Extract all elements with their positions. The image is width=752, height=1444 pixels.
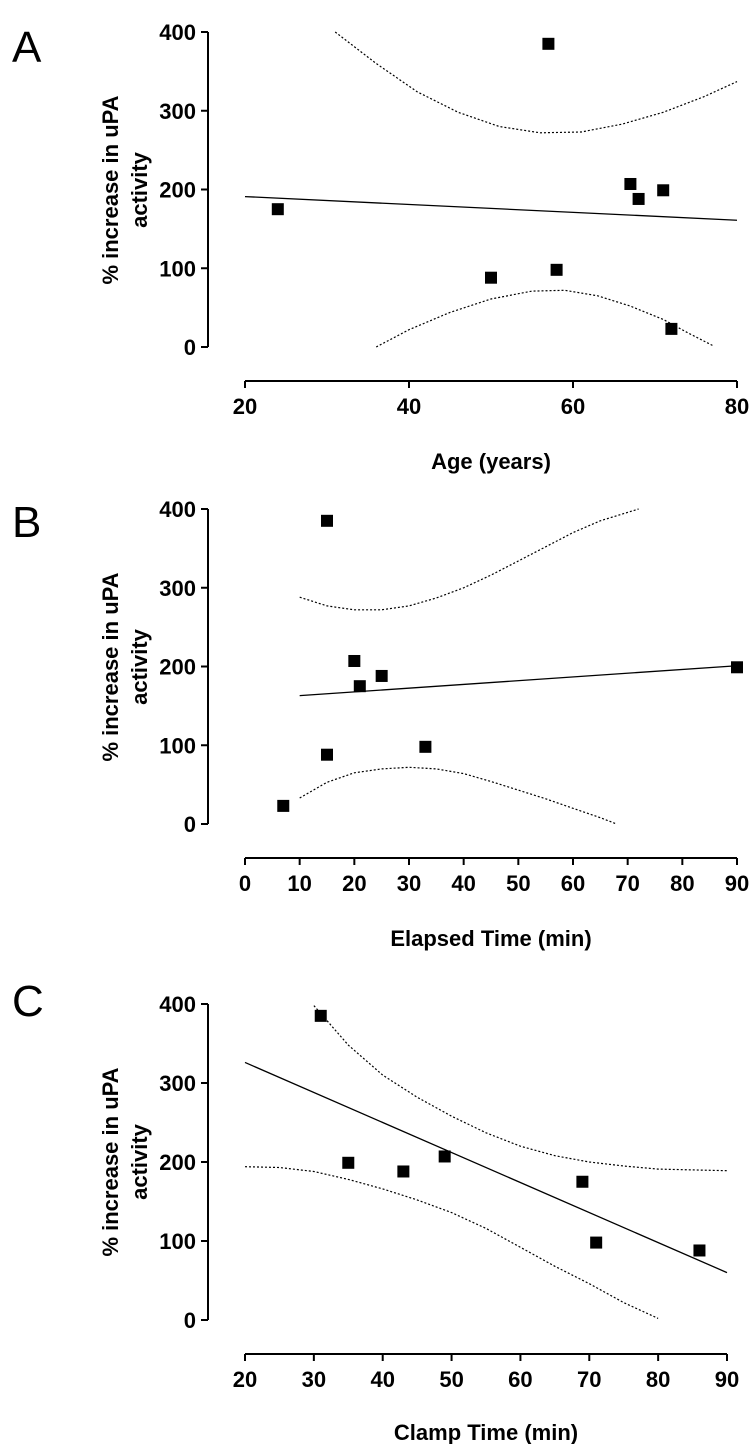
data-point [353,680,366,693]
x-tick-label: 40 [370,1367,394,1392]
y-tick-label: 0 [184,812,196,837]
data-point [624,177,637,190]
x-tick-label: 80 [646,1367,670,1392]
x-tick-label: 60 [561,394,585,419]
x-axis-label: Clamp Time (min) [394,1420,578,1444]
y-tick-label: 100 [159,733,196,758]
y-tick-label: 400 [159,20,196,45]
data-point [397,1165,410,1178]
regression-line [244,1061,728,1274]
data-point [419,740,432,753]
panel-b: B 0 100 200 300 400 0 10 20 30 40 50 60 70 80 90 Elapsed… [12,497,749,951]
x-tick-label: 80 [725,394,749,419]
panel-letter: B [12,498,41,547]
x-tick-label: 40 [451,871,475,896]
data-point [657,184,670,197]
y-tick-label: 200 [159,178,196,203]
x-tick-label: 30 [302,1367,326,1392]
panel-a: A 0 100 200 300 400 20 40 60 80 Age (years) % incre… [12,20,749,474]
ci-upper-band [299,508,639,611]
x-axis-label: Elapsed Time (min) [390,926,591,951]
x-tick-label: 50 [439,1367,463,1392]
y-axis-label-line: % increase in uPA [98,95,123,284]
y-axis-label-line: activity [127,1123,152,1200]
x-tick-label: 60 [508,1367,532,1392]
y-axis-label: % increase in uPA activity [98,1067,152,1256]
data-point [321,514,333,527]
x-tick-label: 80 [670,871,694,896]
y-tick-label: 400 [159,992,196,1017]
ci-lower-band [244,1166,659,1319]
data-point [277,799,290,812]
y-axis-label: % increase in uPA activity [98,95,152,284]
x-tick-label: 60 [561,871,585,896]
x-tick-label: 0 [239,871,251,896]
x-tick-label: 70 [615,871,639,896]
y-axis-label-line: % increase in uPA [98,1067,123,1256]
data-point [576,1175,589,1188]
y-tick-label: 100 [159,256,196,281]
x-tick-label: 20 [342,871,366,896]
data-point [314,1009,327,1022]
data-point [542,37,555,50]
ci-lower-band [375,289,713,348]
data-point [375,669,388,682]
panel-c: C 0 100 200 300 400 20 30 40 50 60 70 80 90 Clamp Time… [12,977,739,1444]
data-point [485,271,497,284]
regression-line [299,665,738,697]
data-point [665,322,678,335]
y-tick-label: 200 [159,655,196,680]
x-tick-label: 10 [287,871,311,896]
regression-line [244,195,738,221]
y-tick-label: 400 [159,497,196,522]
data-point [550,263,563,276]
ci-upper-band [334,31,738,134]
panel-letter: A [12,23,42,72]
data-point [632,192,645,205]
y-axis-label-line: activity [127,151,152,228]
x-tick-label: 40 [397,394,421,419]
data-point [693,1244,706,1257]
data-point [590,1236,603,1249]
y-tick-label: 200 [159,1150,196,1175]
y-axis-label: % increase in uPA activity [98,572,152,761]
y-tick-label: 300 [159,1071,196,1096]
ci-upper-band [313,1005,728,1172]
data-point [438,1150,451,1163]
y-tick-label: 300 [159,576,196,601]
x-tick-label: 50 [506,871,530,896]
data-point [321,748,333,761]
y-tick-label: 0 [184,1308,196,1333]
data-point [731,661,743,674]
data-point [342,1156,355,1169]
y-tick-label: 100 [159,1229,196,1254]
x-axis-label: Age (years) [431,449,551,474]
y-axis-label-line: activity [127,628,152,705]
x-tick-label: 70 [577,1367,601,1392]
x-tick-label: 90 [725,871,749,896]
data-point [348,654,361,667]
data-point [271,203,284,216]
x-tick-label: 20 [233,394,257,419]
y-axis-label-line: % increase in uPA [98,572,123,761]
x-tick-label: 30 [397,871,421,896]
x-tick-label: 20 [233,1367,257,1392]
ci-lower-band [299,766,617,825]
y-tick-label: 0 [184,335,196,360]
x-tick-label: 90 [715,1367,739,1392]
panel-letter: C [12,977,44,1026]
y-tick-label: 300 [159,99,196,124]
